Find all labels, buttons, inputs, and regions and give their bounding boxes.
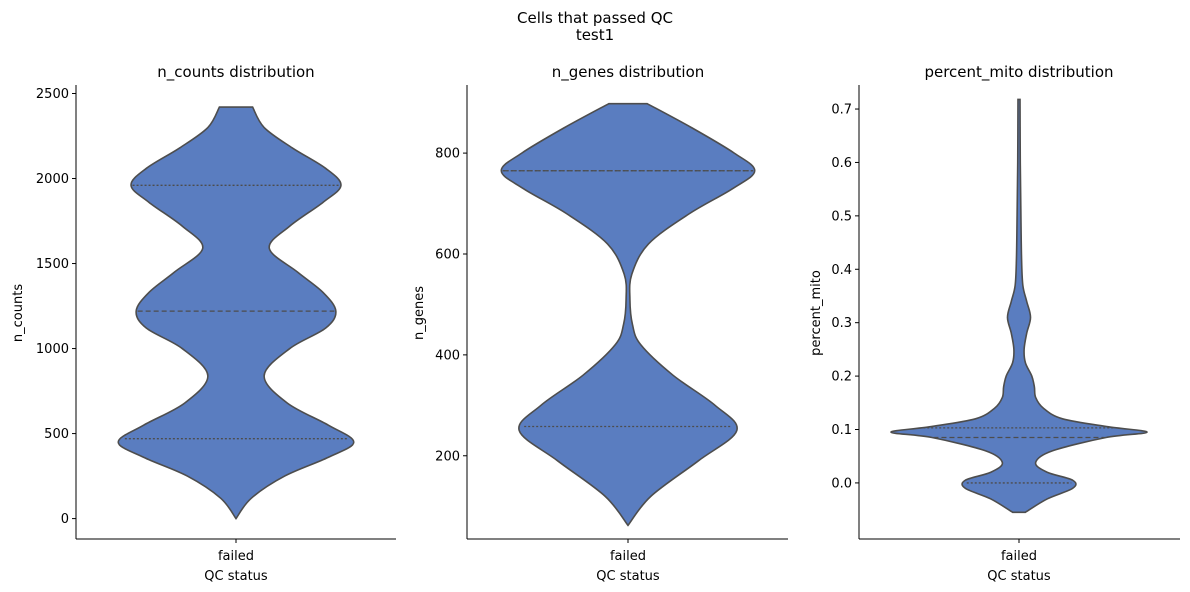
y-tick-label: 600: [435, 247, 460, 262]
panel-title: n_counts distribution: [157, 63, 314, 82]
x-axis-label: QC status: [987, 569, 1051, 584]
y-tick-label: 400: [435, 348, 460, 363]
x-axis-label: QC status: [204, 569, 268, 584]
x-tick-label: failed: [610, 549, 646, 564]
x-tick-label: failed: [1001, 549, 1037, 564]
y-tick-label: 2500: [36, 87, 69, 102]
x-axis-label: QC status: [596, 569, 660, 584]
y-tick-label: 500: [44, 427, 69, 442]
y-tick-label: 0.4: [831, 263, 852, 278]
y-axis-label: percent_mito: [809, 270, 824, 356]
y-tick-label: 2000: [36, 172, 69, 187]
percent-mito-panel: percent_mito distribution QC status perc…: [809, 63, 1180, 584]
y-tick-label: 0.2: [831, 370, 852, 385]
x-tick-label: failed: [218, 549, 254, 564]
y-axis-label: n_counts: [11, 284, 26, 342]
y-tick-label: 1500: [36, 257, 69, 272]
y-tick-label: 0: [61, 512, 69, 527]
panel-title: n_genes distribution: [552, 63, 705, 82]
violin-body: [500, 102, 756, 527]
figure-suptitle-line1: Cells that passed QC: [517, 9, 673, 27]
violin-body: [890, 98, 1148, 514]
y-tick-label: 0.3: [831, 316, 852, 331]
figure-suptitle-line2: test1: [576, 26, 614, 44]
y-tick-label: 800: [435, 147, 460, 162]
y-tick-label: 0.1: [831, 423, 852, 438]
y-tick-label: 0.5: [831, 209, 852, 224]
y-tick-label: 1000: [36, 342, 69, 357]
n-counts-panel: n_counts distribution QC status n_counts…: [11, 63, 396, 584]
y-tick-label: 0.0: [831, 476, 852, 491]
violin-body: [117, 106, 355, 520]
y-axis-label: n_genes: [412, 286, 427, 340]
n-genes-panel: n_genes distribution QC status n_genes f…: [412, 63, 788, 584]
y-tick-label: 0.7: [831, 103, 852, 118]
y-tick-label: 200: [435, 449, 460, 464]
y-tick-label: 0.6: [831, 156, 852, 171]
panel-title: percent_mito distribution: [924, 63, 1113, 82]
